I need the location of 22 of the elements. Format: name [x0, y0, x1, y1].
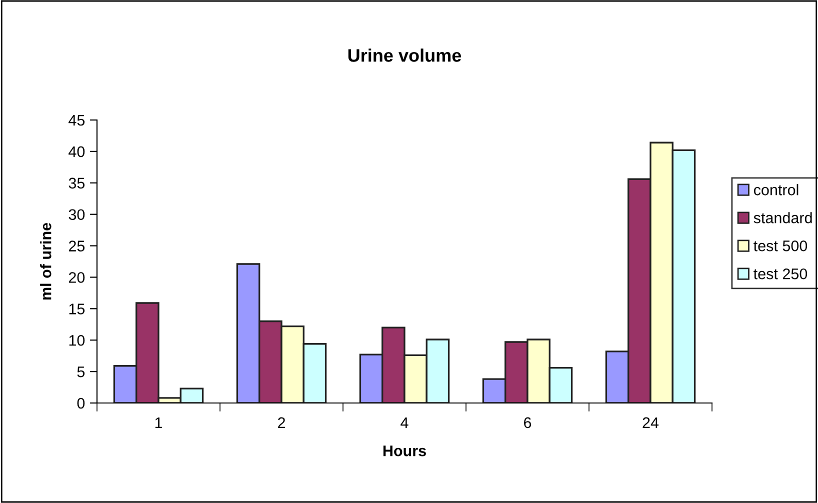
y-tick-label: 35: [68, 178, 85, 189]
y-tick-label: 20: [68, 272, 85, 283]
y-tick-label: 25: [68, 240, 85, 252]
legend-label: standard: [754, 212, 812, 224]
chart-title: Urine volume: [348, 48, 462, 62]
legend-label: test 500: [754, 240, 808, 252]
y-tick-label: 10: [69, 334, 85, 346]
y-tick-label: 30: [68, 209, 85, 220]
x-tick-label: 1: [155, 417, 162, 428]
y-tick-label: 5: [77, 366, 85, 378]
legend-label: control: [754, 184, 798, 196]
x-tick-label: 4: [400, 417, 408, 428]
x-tick-label: 2: [278, 417, 285, 428]
x-axis-title: Hours: [383, 446, 426, 456]
x-tick-label: 6: [524, 417, 532, 428]
y-tick-label: 15: [69, 304, 85, 314]
y-tick-label: 45: [68, 115, 85, 126]
y-axis-title: ml of urine: [40, 222, 52, 300]
y-tick-label: 40: [68, 146, 85, 158]
legend-label: test 250: [754, 268, 808, 280]
x-tick-label: 24: [642, 417, 659, 428]
y-tick-label: 0: [77, 398, 85, 409]
